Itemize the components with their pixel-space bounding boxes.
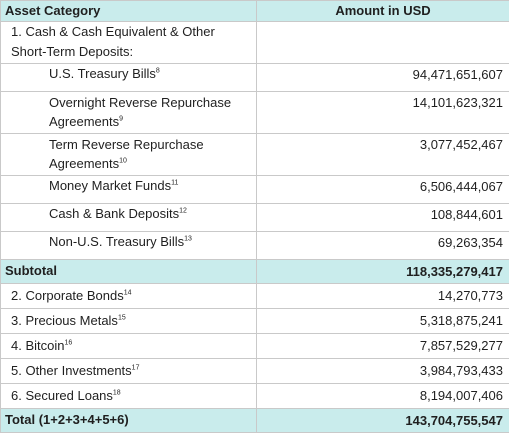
footnote-ref: 10 [119,158,127,165]
row-other-investments: 5. Other Investments17 3,984,793,433 [1,359,509,384]
sub-label: Overnight Reverse Repurchase Agreements9 [1,92,257,134]
main-label: 6. Secured Loans18 [1,384,257,409]
main-label-text: 2. Corporate Bonds [11,288,124,303]
group-label-cash: 1. Cash & Cash Equivalent & Other Short-… [1,22,257,64]
main-label: 3. Precious Metals15 [1,309,257,334]
main-label-text: 6. Secured Loans [11,388,113,403]
subtotal-amount: 118,335,279,417 [257,260,509,284]
sub-label-text: Overnight Reverse Repurchase Agreements [49,95,231,129]
sub-label: Money Market Funds11 [1,176,257,204]
footnote-ref: 15 [118,315,126,322]
row-secured-loans: 6. Secured Loans18 8,194,007,406 [1,384,509,409]
main-amount: 7,857,529,277 [257,334,509,359]
sub-label-text: Money Market Funds [49,178,171,193]
header-asset-category: Asset Category [1,1,257,22]
group-amount-cash [257,22,509,64]
sub-amount: 14,101,623,321 [257,92,509,134]
sub-amount: 6,506,444,067 [257,176,509,204]
footnote-ref: 8 [156,68,160,75]
footnote-ref: 18 [113,390,121,397]
footnote-ref: 11 [171,180,178,187]
sub-label-text: U.S. Treasury Bills [49,66,156,81]
sub-label: Term Reverse Repurchase Agreements10 [1,134,257,176]
sub-row-us-treasury-bills: U.S. Treasury Bills8 94,471,651,607 [1,64,509,92]
main-label-text: 4. Bitcoin [11,338,64,353]
main-label: 5. Other Investments17 [1,359,257,384]
row-precious-metals: 3. Precious Metals15 5,318,875,241 [1,309,509,334]
sub-amount: 3,077,452,467 [257,134,509,176]
total-label: Total (1+2+3+4+5+6) [1,409,257,433]
sub-amount: 108,844,601 [257,204,509,232]
header-row: Asset Category Amount in USD [1,1,509,22]
sub-label-text: Cash & Bank Deposits [49,206,179,221]
sub-label: Non-U.S. Treasury Bills13 [1,232,257,260]
subtotal-row: Subtotal 118,335,279,417 [1,260,509,284]
footnote-ref: 14 [124,290,132,297]
main-amount: 8,194,007,406 [257,384,509,409]
main-label-text: 3. Precious Metals [11,313,118,328]
footnote-ref: 17 [132,365,140,372]
sub-label-text: Term Reverse Repurchase Agreements [49,137,204,171]
footnote-ref: 9 [119,116,123,123]
sub-row-cash-bank-deposits: Cash & Bank Deposits12 108,844,601 [1,204,509,232]
sub-amount: 69,263,354 [257,232,509,260]
sub-label-text: Non-U.S. Treasury Bills [49,234,184,249]
sub-row-overnight-repo: Overnight Reverse Repurchase Agreements9… [1,92,509,134]
main-amount: 5,318,875,241 [257,309,509,334]
footnote-ref: 16 [64,340,72,347]
footnote-ref: 12 [179,208,187,215]
main-label: 4. Bitcoin16 [1,334,257,359]
total-amount: 143,704,755,547 [257,409,509,433]
sub-label: Cash & Bank Deposits12 [1,204,257,232]
main-amount: 14,270,773 [257,284,509,309]
subtotal-label: Subtotal [1,260,257,284]
row-bitcoin: 4. Bitcoin16 7,857,529,277 [1,334,509,359]
sub-row-money-market-funds: Money Market Funds11 6,506,444,067 [1,176,509,204]
sub-amount: 94,471,651,607 [257,64,509,92]
row-corporate-bonds: 2. Corporate Bonds14 14,270,773 [1,284,509,309]
main-label: 2. Corporate Bonds14 [1,284,257,309]
header-amount: Amount in USD [257,1,509,22]
sub-label: U.S. Treasury Bills8 [1,64,257,92]
total-row: Total (1+2+3+4+5+6) 143,704,755,547 [1,409,509,433]
main-amount: 3,984,793,433 [257,359,509,384]
footnote-ref: 13 [184,236,192,243]
sub-row-term-repo: Term Reverse Repurchase Agreements10 3,0… [1,134,509,176]
group-row-cash: 1. Cash & Cash Equivalent & Other Short-… [1,22,509,64]
sub-row-non-us-treasury-bills: Non-U.S. Treasury Bills13 69,263,354 [1,232,509,260]
main-label-text: 5. Other Investments [11,363,132,378]
